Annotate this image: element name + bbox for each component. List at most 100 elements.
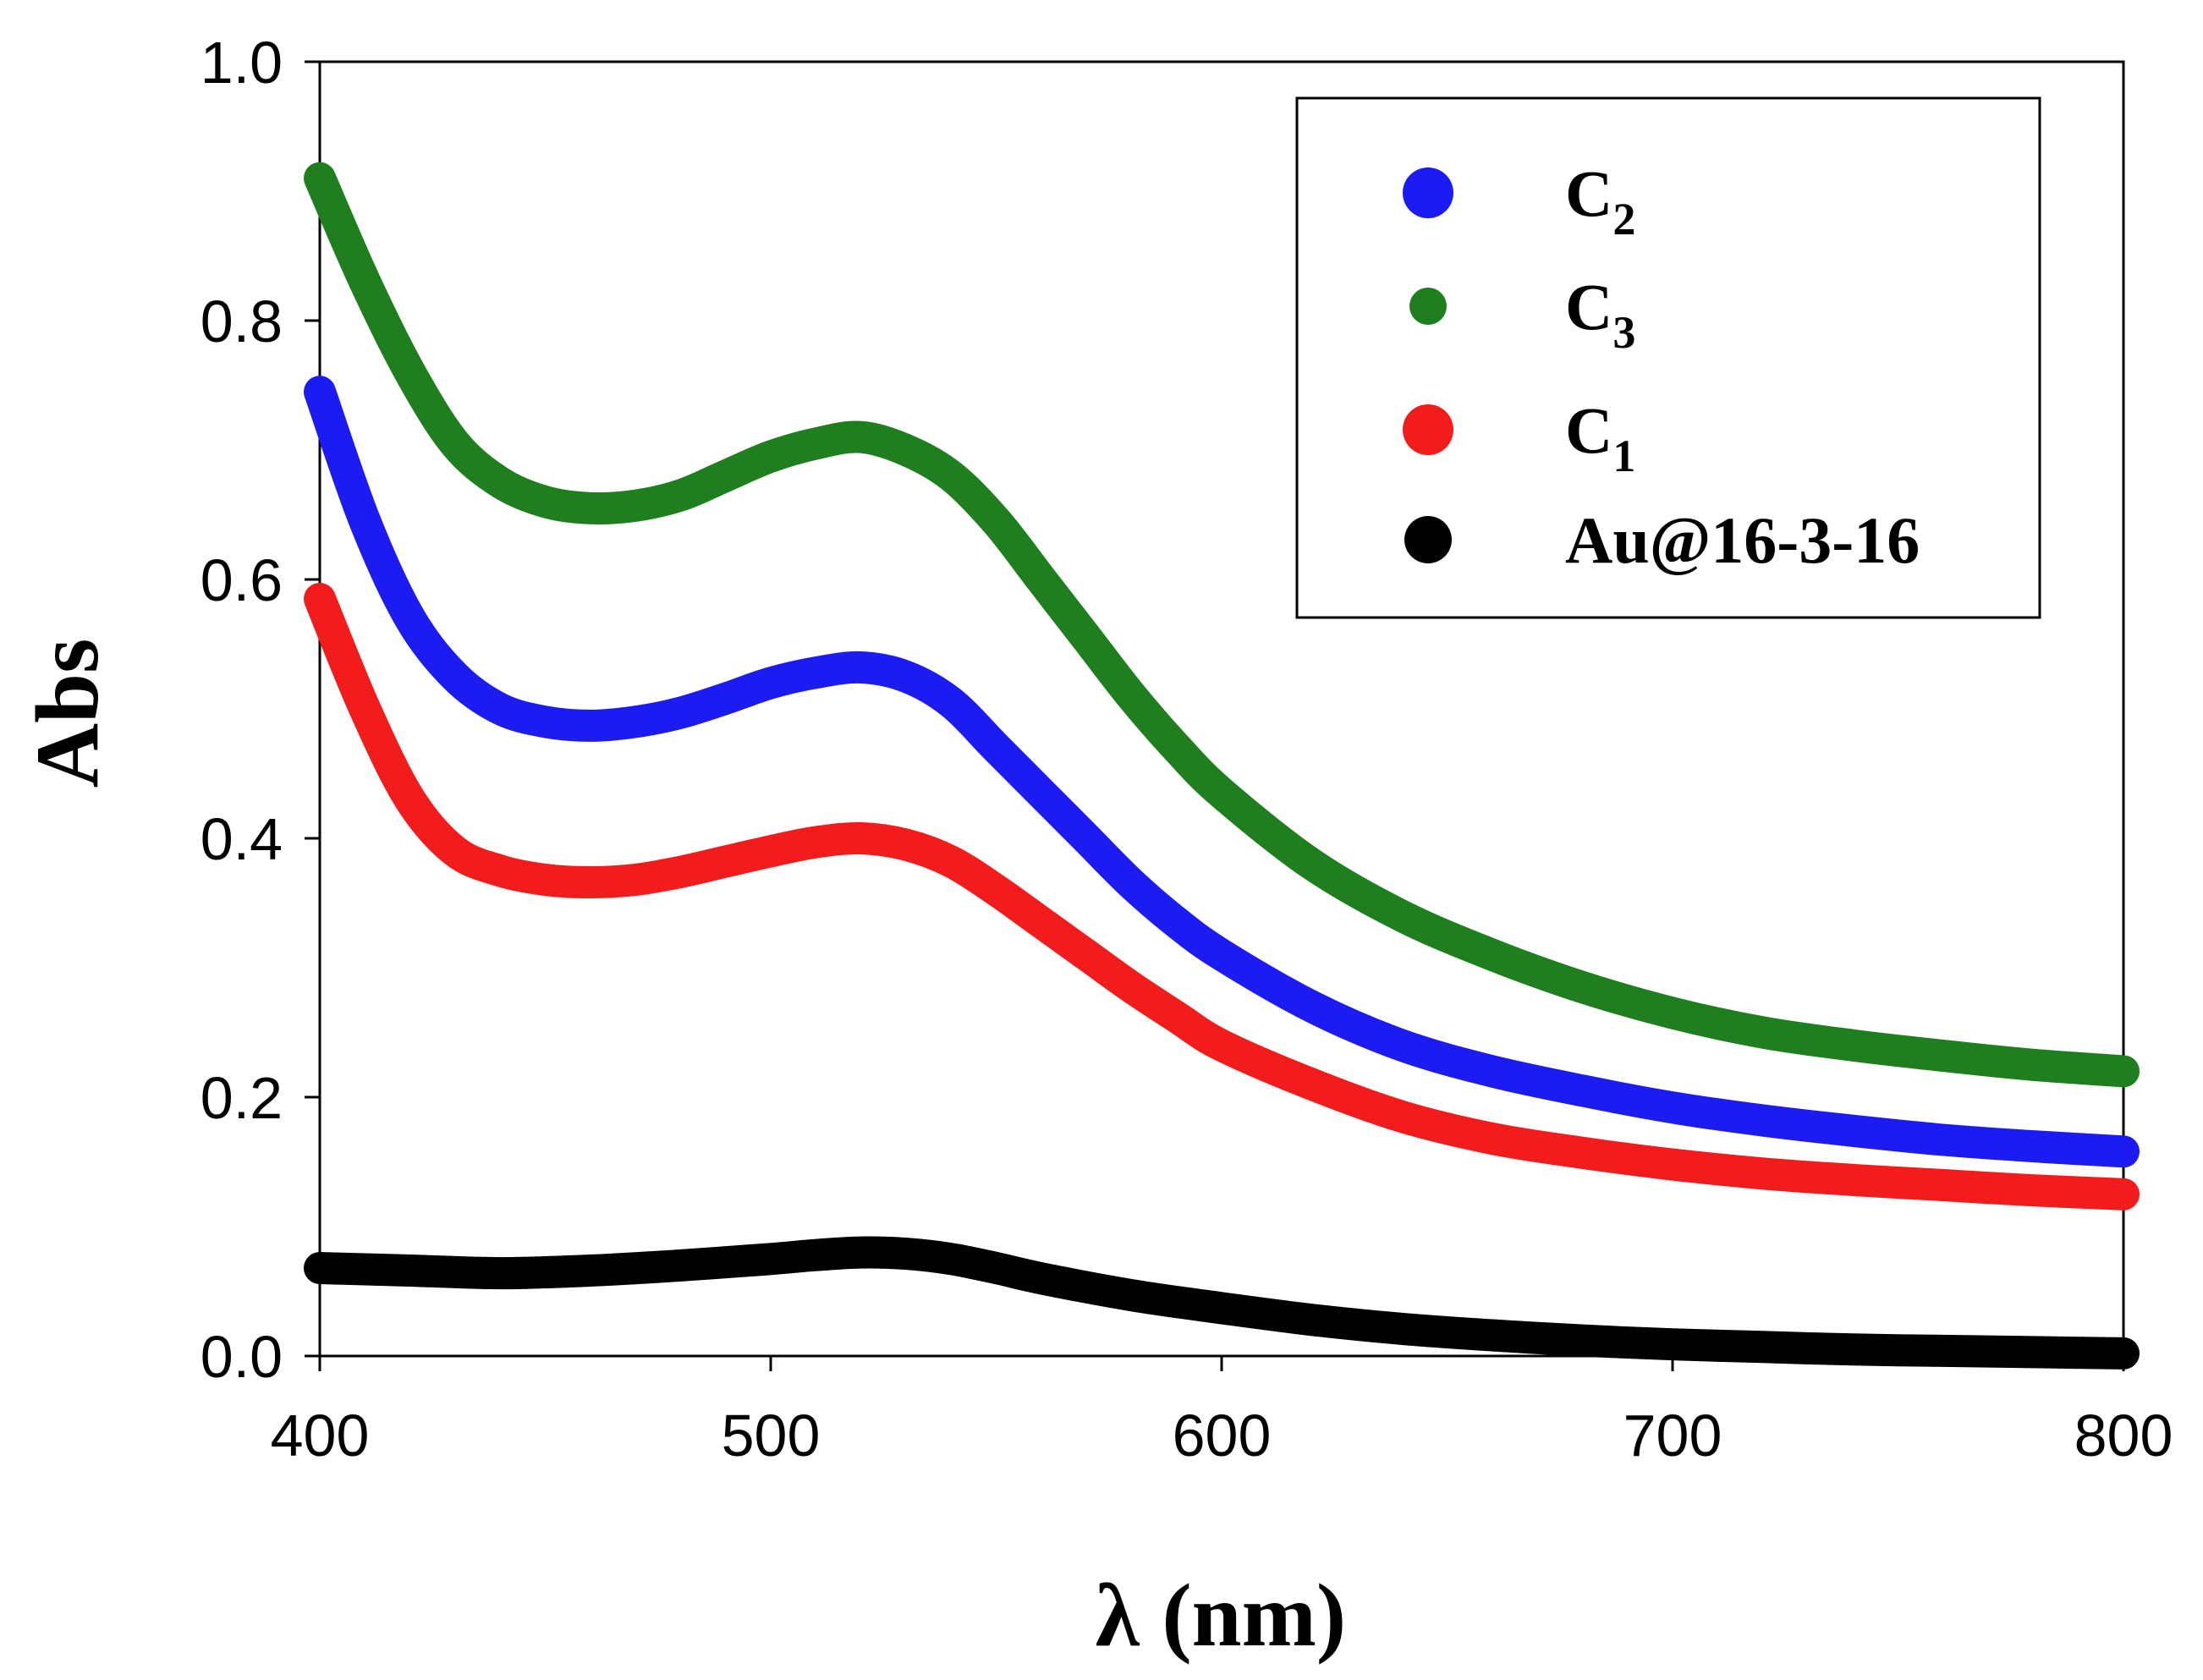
- series-layer: [304, 162, 2140, 1370]
- data-point-c1: [1581, 1151, 1584, 1154]
- legend-label-subscript: 1: [1612, 431, 1635, 481]
- data-point-c3: [950, 475, 953, 477]
- y-axis-title: Abs: [18, 639, 117, 788]
- data-point-c2: [2123, 1150, 2124, 1153]
- data-point-c3: [1491, 953, 1493, 956]
- data-point-c3: [453, 442, 456, 445]
- data-point-c2: [1221, 953, 1222, 956]
- data-point-au-16-3-16: [1130, 1294, 1133, 1297]
- data-point-c1: [1130, 986, 1133, 988]
- data-point-au-16-3-16: [950, 1258, 953, 1260]
- data-point-c1: [544, 879, 547, 881]
- data-point-c2: [770, 682, 772, 684]
- data-point-au-16-3-16: [770, 1258, 772, 1260]
- data-point-au-16-3-16: [409, 1270, 411, 1271]
- y-tick-label: 0.2: [201, 1065, 283, 1131]
- data-point-c2: [319, 391, 321, 393]
- data-point-au-16-3-16: [1581, 1339, 1584, 1342]
- data-point-c2: [995, 746, 997, 749]
- data-point-c3: [1130, 695, 1133, 697]
- series-c3: [304, 162, 2140, 1088]
- data-point-c2: [904, 675, 907, 678]
- data-point-au-16-3-16: [1761, 1346, 1764, 1348]
- data-point-au-16-3-16: [499, 1272, 502, 1275]
- data-point-c3: [409, 371, 411, 374]
- data-point-au-16-3-16: [815, 1254, 817, 1256]
- data-point-c1: [904, 843, 907, 846]
- data-point-c3: [499, 481, 502, 484]
- x-tick-labels: 400 500 600 700 800: [271, 1403, 2173, 1469]
- data-point-c1: [770, 850, 772, 853]
- data-point-c1: [409, 799, 411, 801]
- y-tick-label: 0.0: [201, 1324, 283, 1390]
- data-point-au-16-3-16: [679, 1264, 682, 1266]
- data-point-c2: [1491, 1070, 1493, 1073]
- legend-label-main: C: [1565, 393, 1612, 467]
- data-point-c2: [1852, 1129, 1854, 1132]
- y-tick-labels: 0.0 0.2 0.4 0.6 0.8 1.0: [201, 30, 283, 1390]
- x-tick-label: 400: [271, 1403, 370, 1469]
- legend-label-c2: C2: [1565, 156, 1635, 244]
- legend-marker-c1: [1403, 404, 1453, 455]
- series-c2: [304, 376, 2140, 1168]
- data-point-c1: [1491, 1138, 1493, 1139]
- data-point-c3: [1085, 636, 1088, 639]
- data-point-c2: [1761, 1119, 1764, 1122]
- legend-label-main: C: [1565, 156, 1612, 230]
- data-point-c1: [1085, 953, 1088, 956]
- data-point-c1: [364, 708, 366, 710]
- data-point-c3: [1401, 914, 1404, 917]
- data-point-au-16-3-16: [904, 1253, 907, 1255]
- data-point-c1: [499, 870, 502, 872]
- data-point-au-16-3-16: [1491, 1334, 1493, 1337]
- data-point-c1: [995, 889, 997, 892]
- data-point-c1: [589, 881, 591, 883]
- series-c1: [304, 583, 2140, 1211]
- data-point-c2: [453, 675, 456, 678]
- data-point-au-16-3-16: [1852, 1348, 1854, 1351]
- tick-marks: [305, 60, 2125, 1371]
- x-tick-label: 800: [2074, 1403, 2173, 1469]
- data-point-c1: [815, 841, 817, 843]
- y-tick-label: 0.4: [201, 806, 283, 872]
- data-point-c2: [1942, 1139, 1944, 1141]
- data-point-c1: [319, 598, 321, 600]
- data-point-c3: [635, 504, 637, 507]
- data-point-c3: [1942, 1055, 1944, 1057]
- data-point-c1: [1401, 1116, 1404, 1117]
- data-point-c1: [860, 837, 862, 839]
- data-point-au-16-3-16: [1040, 1277, 1042, 1280]
- data-point-c2: [409, 617, 411, 619]
- legend-marker-c3: [1409, 288, 1447, 325]
- data-point-c2: [1175, 921, 1178, 924]
- data-point-c3: [679, 494, 682, 497]
- y-tick-label: 0.8: [201, 288, 283, 354]
- data-point-c3: [1310, 863, 1313, 865]
- data-point-c1: [2032, 1189, 2035, 1192]
- data-point-c2: [1401, 1044, 1404, 1046]
- x-tick-label: 500: [722, 1403, 821, 1469]
- data-point-au-16-3-16: [2123, 1352, 2124, 1354]
- data-point-au-16-3-16: [1401, 1327, 1404, 1330]
- data-point-au-16-3-16: [589, 1270, 591, 1271]
- data-point-c2: [589, 724, 591, 727]
- x-axis-title: λ (nm): [1096, 1566, 1346, 1665]
- data-point-c3: [364, 281, 366, 283]
- series-line-au-16-3-16: [304, 1236, 2140, 1370]
- legend-label-au-16-3-16: Au@16-3-16: [1565, 503, 1920, 577]
- data-point-c1: [1942, 1184, 1944, 1186]
- legend-label-main: C: [1565, 270, 1612, 343]
- data-point-au-16-3-16: [995, 1267, 997, 1269]
- data-point-c1: [635, 879, 637, 881]
- data-point-c3: [815, 442, 817, 445]
- data-point-c1: [1761, 1172, 1764, 1175]
- data-point-au-16-3-16: [1672, 1343, 1673, 1346]
- series-line-c3: [304, 162, 2140, 1088]
- data-point-c3: [544, 501, 547, 503]
- data-point-c3: [724, 475, 727, 477]
- data-point-c2: [1085, 837, 1088, 839]
- data-point-c3: [904, 449, 907, 451]
- y-tick-label: 1.0: [201, 30, 283, 96]
- data-point-c3: [1175, 746, 1178, 749]
